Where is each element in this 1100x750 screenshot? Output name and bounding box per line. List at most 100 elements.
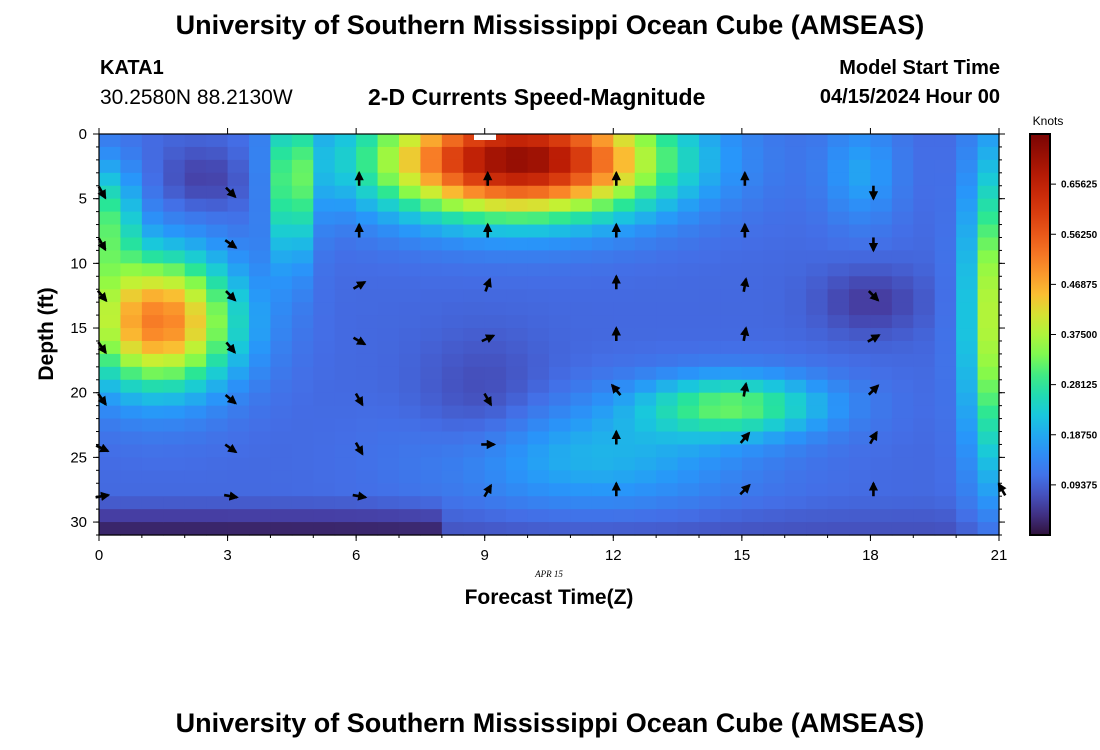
heatmap-cell bbox=[291, 263, 314, 277]
heatmap-cell bbox=[399, 302, 422, 316]
heatmap-cell bbox=[570, 353, 593, 368]
heatmap-cell bbox=[163, 134, 186, 148]
heatmap-cell bbox=[99, 444, 122, 458]
heatmap-cell bbox=[913, 353, 936, 368]
heatmap-cell bbox=[699, 483, 722, 497]
heatmap-cell bbox=[441, 134, 464, 148]
heatmap-cell bbox=[377, 392, 400, 407]
heatmap-cell bbox=[784, 276, 807, 290]
heatmap-cell bbox=[291, 250, 314, 264]
heatmap-cell bbox=[184, 392, 207, 407]
heatmap-cell bbox=[527, 172, 550, 187]
heatmap-cell bbox=[99, 172, 122, 187]
heatmap-cell bbox=[463, 366, 486, 381]
heatmap-cell bbox=[527, 470, 550, 484]
heatmap-cell bbox=[699, 431, 722, 446]
heatmap-cell bbox=[806, 366, 829, 381]
heatmap-cell bbox=[291, 392, 314, 407]
heatmap-cell bbox=[163, 418, 186, 433]
heatmap-cell bbox=[291, 289, 314, 303]
heatmap-cell bbox=[99, 457, 122, 471]
heatmap-cell bbox=[827, 185, 850, 200]
heatmap-cell bbox=[827, 211, 850, 226]
heatmap-cell bbox=[441, 392, 464, 407]
heatmap-cell bbox=[763, 392, 786, 407]
heatmap-cell bbox=[849, 224, 872, 239]
heatmap-cell bbox=[441, 444, 464, 458]
heatmap-cell bbox=[677, 198, 700, 213]
heatmap-cell bbox=[163, 522, 186, 536]
heatmap-cell bbox=[506, 237, 529, 252]
heatmap-cell bbox=[677, 340, 700, 355]
heatmap-cell bbox=[356, 211, 379, 226]
heatmap-cell bbox=[570, 328, 593, 342]
heatmap-cell bbox=[206, 276, 229, 290]
heatmap-cell bbox=[549, 522, 572, 536]
current-arrow bbox=[225, 186, 237, 199]
heatmap-cell bbox=[506, 522, 529, 536]
heatmap-cell bbox=[977, 405, 1000, 420]
heatmap-cell bbox=[506, 224, 529, 239]
heatmap-cell bbox=[613, 340, 636, 355]
heatmap-cell bbox=[720, 224, 743, 239]
heatmap-cell bbox=[720, 431, 743, 446]
heatmap-cell bbox=[141, 328, 164, 342]
heatmap-cell bbox=[677, 366, 700, 381]
heatmap-cell bbox=[827, 392, 850, 407]
heatmap-cell bbox=[163, 457, 186, 471]
heatmap-cell bbox=[870, 172, 893, 187]
heatmap-cell bbox=[570, 159, 593, 174]
heatmap-cell bbox=[463, 418, 486, 433]
heatmap-cell bbox=[570, 224, 593, 239]
heatmap-cell bbox=[441, 302, 464, 316]
heatmap-cell bbox=[463, 185, 486, 200]
heatmap-cell bbox=[463, 405, 486, 420]
heatmap-cell bbox=[356, 159, 379, 174]
heatmap-cell bbox=[849, 379, 872, 394]
heatmap-cell bbox=[613, 250, 636, 264]
heatmap-cell bbox=[634, 276, 657, 290]
heatmap-cell bbox=[420, 431, 443, 446]
heatmap-cell bbox=[956, 496, 979, 510]
heatmap-cell bbox=[120, 431, 143, 446]
heatmap-cell bbox=[656, 315, 679, 329]
heatmap-cell bbox=[549, 250, 572, 264]
heatmap-cell bbox=[184, 159, 207, 174]
heatmap-cell bbox=[313, 379, 336, 394]
heatmap-cell bbox=[913, 211, 936, 226]
heatmap-cell bbox=[720, 470, 743, 484]
colorbar-scale bbox=[1029, 133, 1051, 536]
heatmap-cell bbox=[677, 457, 700, 471]
heatmap-cell bbox=[763, 379, 786, 394]
heatmap-cell bbox=[420, 405, 443, 420]
heatmap-cell bbox=[849, 276, 872, 290]
heatmap-cell bbox=[141, 470, 164, 484]
heatmap-cell bbox=[120, 457, 143, 471]
heatmap-cell bbox=[184, 418, 207, 433]
heatmap-cell bbox=[527, 224, 550, 239]
heatmap-cell bbox=[463, 379, 486, 394]
heatmap-cell bbox=[677, 134, 700, 148]
heatmap-cell bbox=[913, 470, 936, 484]
heatmap-cell bbox=[720, 185, 743, 200]
heatmap-cell bbox=[441, 198, 464, 213]
heatmap-cell bbox=[270, 134, 293, 148]
heatmap-cell bbox=[934, 263, 957, 277]
heatmap-cell bbox=[891, 470, 914, 484]
heatmap-cell bbox=[206, 315, 229, 329]
heatmap-cell bbox=[206, 237, 229, 252]
heatmap-cell bbox=[549, 431, 572, 446]
heatmap-cell bbox=[399, 250, 422, 264]
heatmap-cell bbox=[227, 315, 250, 329]
heatmap-cell bbox=[249, 483, 272, 497]
heatmap-cell bbox=[934, 392, 957, 407]
heatmap-cell bbox=[549, 405, 572, 420]
current-arrow bbox=[739, 483, 751, 496]
heatmap-cell bbox=[334, 457, 357, 471]
heatmap-cell bbox=[677, 237, 700, 252]
heatmap-cell bbox=[141, 353, 164, 368]
heatmap-cell bbox=[484, 509, 507, 523]
heatmap-cell bbox=[570, 302, 593, 316]
heatmap-cell bbox=[377, 198, 400, 213]
heatmap-cell bbox=[613, 444, 636, 458]
